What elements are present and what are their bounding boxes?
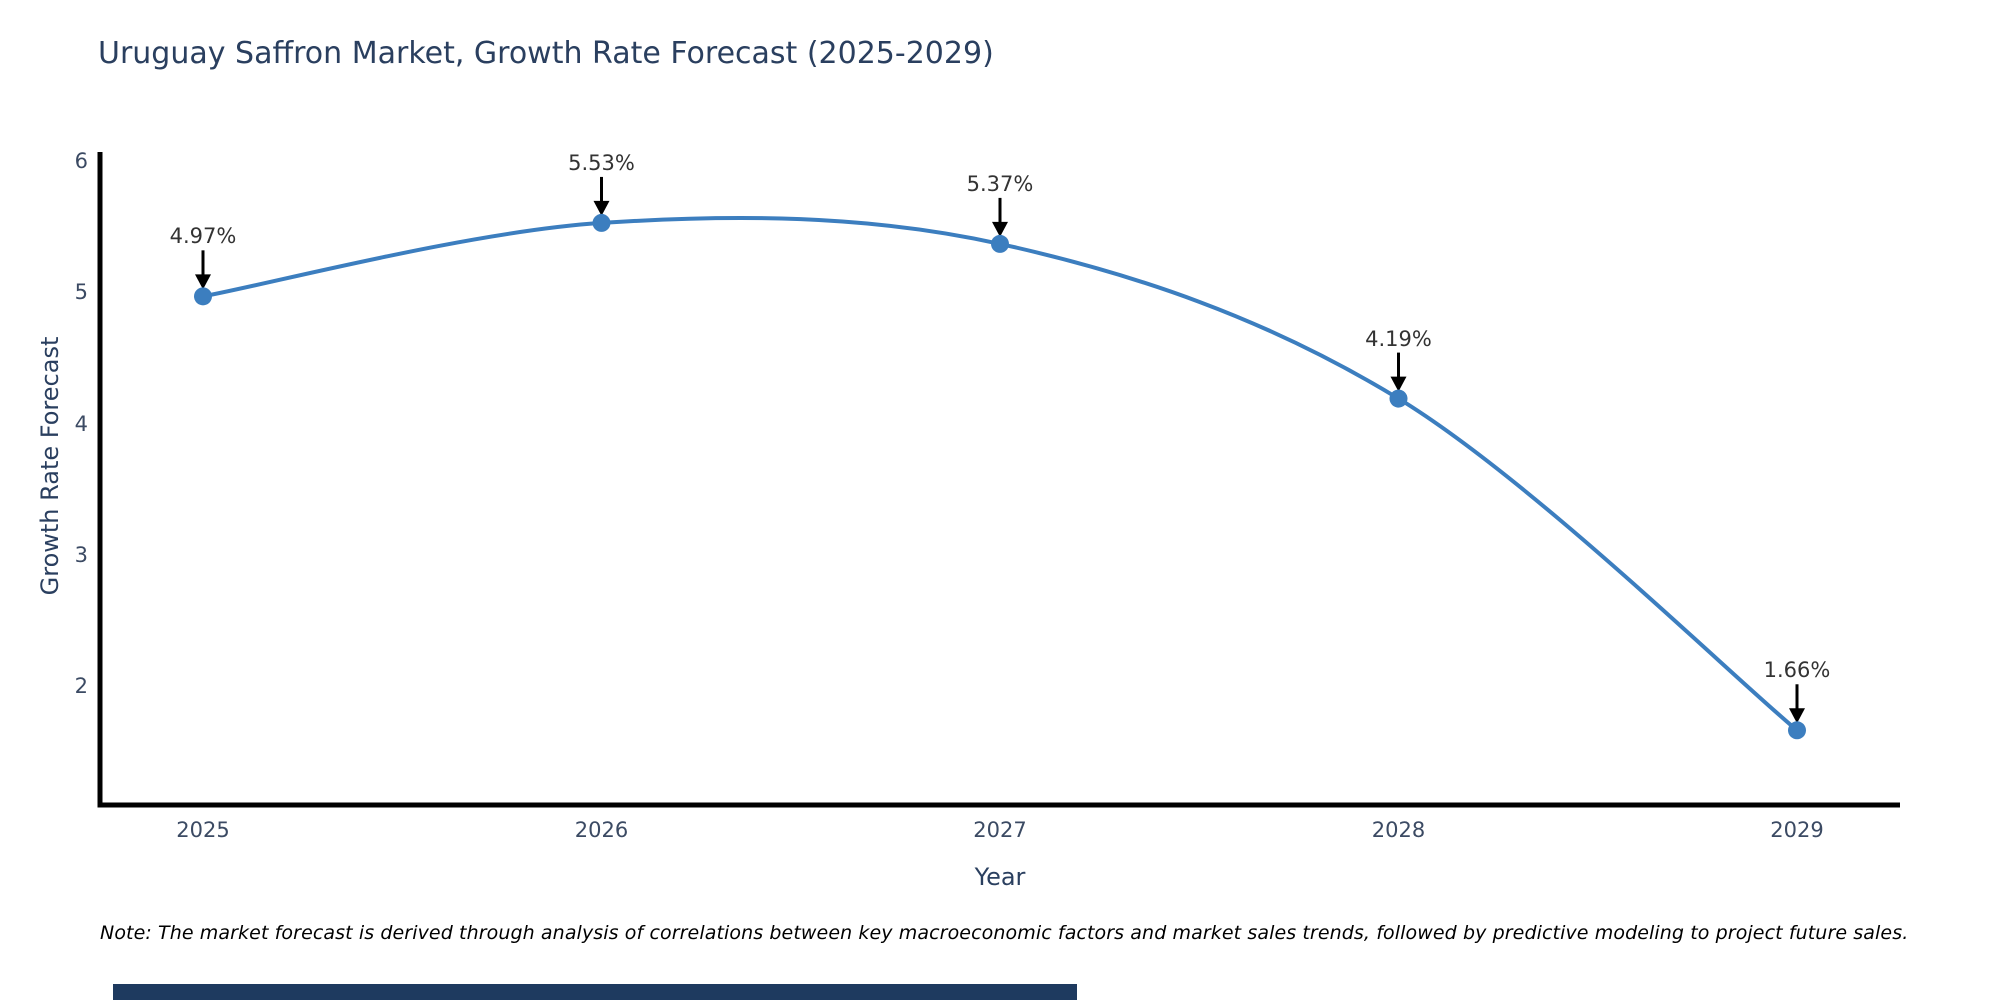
y-tick-label: 3	[74, 542, 88, 567]
x-tick-label: 2027	[973, 818, 1027, 842]
annotation-arrow-head	[1789, 708, 1805, 724]
data-point[interactable]	[991, 234, 1009, 253]
point-value-label: 4.97%	[169, 224, 237, 249]
point-value-label: 1.66%	[1763, 658, 1831, 683]
point-value-label: 5.53%	[568, 150, 635, 175]
annotation-arrow-head	[593, 200, 610, 216]
y-tick-label: 6	[74, 149, 88, 174]
point-value-label: 5.37%	[966, 171, 1034, 196]
axis-lines	[97, 152, 1900, 808]
point-value-label: 4.19%	[1365, 326, 1432, 351]
x-tick-label: 2029	[1770, 818, 1824, 842]
data-point[interactable]	[1788, 721, 1806, 740]
x-tick-label: 2026	[574, 818, 629, 842]
footnote: Note: The market forecast is derived thr…	[100, 922, 1909, 944]
annotation-arrow-head	[1390, 376, 1407, 392]
data-point[interactable]	[194, 287, 212, 306]
data-point[interactable]	[1389, 389, 1408, 408]
x-tick-label: 2025	[176, 818, 230, 842]
y-tick-label: 4	[74, 411, 88, 436]
forecast-line	[202, 215, 1799, 732]
annotation-arrow-head	[195, 274, 211, 290]
annotation-arrow-head	[992, 221, 1008, 237]
y-tick-label: 5	[74, 280, 88, 305]
x-tick-label: 2028	[1371, 818, 1426, 842]
x-axis-title: Year	[974, 863, 1026, 891]
footer-bar	[113, 984, 1077, 1000]
y-tick-label: 2	[74, 673, 88, 698]
chart-title: Uruguay Saffron Market, Growth Rate Fore…	[98, 36, 994, 71]
data-point[interactable]	[592, 213, 611, 232]
